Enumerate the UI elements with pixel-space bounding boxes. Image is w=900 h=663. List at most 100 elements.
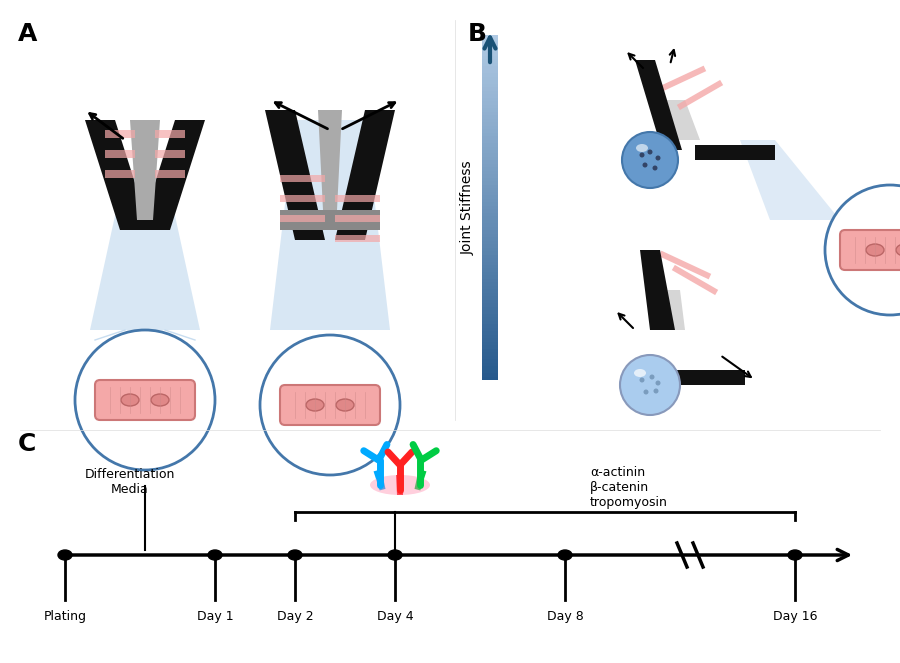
Text: B: B: [468, 22, 487, 46]
Circle shape: [655, 156, 661, 160]
Circle shape: [260, 335, 400, 475]
Polygon shape: [482, 247, 498, 251]
Circle shape: [650, 375, 654, 379]
Polygon shape: [85, 120, 150, 230]
Polygon shape: [660, 290, 685, 330]
Ellipse shape: [336, 399, 354, 411]
Circle shape: [644, 389, 649, 394]
Polygon shape: [318, 110, 342, 230]
Polygon shape: [482, 52, 498, 56]
Polygon shape: [482, 345, 498, 349]
Circle shape: [640, 377, 644, 383]
Text: Day 2: Day 2: [276, 610, 313, 623]
Polygon shape: [482, 272, 498, 275]
Polygon shape: [482, 279, 498, 282]
Polygon shape: [482, 237, 498, 241]
Polygon shape: [482, 108, 498, 111]
Polygon shape: [635, 60, 682, 150]
Polygon shape: [482, 56, 498, 60]
Ellipse shape: [896, 244, 900, 256]
Polygon shape: [374, 469, 385, 491]
Text: C: C: [18, 432, 36, 456]
Circle shape: [825, 185, 900, 315]
Polygon shape: [105, 170, 135, 178]
Polygon shape: [482, 332, 498, 335]
Polygon shape: [482, 251, 498, 255]
Polygon shape: [482, 192, 498, 196]
Polygon shape: [482, 196, 498, 199]
Polygon shape: [482, 216, 498, 219]
Polygon shape: [155, 130, 185, 138]
Polygon shape: [482, 188, 498, 192]
Polygon shape: [482, 300, 498, 304]
Polygon shape: [695, 145, 775, 160]
Text: Differentiation
Media: Differentiation Media: [85, 468, 176, 496]
Polygon shape: [482, 219, 498, 223]
Ellipse shape: [370, 475, 430, 495]
Polygon shape: [482, 265, 498, 269]
Polygon shape: [482, 105, 498, 108]
Polygon shape: [396, 475, 404, 495]
Polygon shape: [482, 369, 498, 373]
Polygon shape: [90, 170, 200, 330]
Polygon shape: [482, 307, 498, 310]
Circle shape: [75, 330, 215, 470]
Polygon shape: [482, 269, 498, 272]
Circle shape: [655, 381, 661, 385]
Polygon shape: [482, 147, 498, 150]
Polygon shape: [482, 60, 498, 63]
Polygon shape: [482, 101, 498, 105]
Polygon shape: [482, 77, 498, 80]
Polygon shape: [482, 122, 498, 125]
Ellipse shape: [558, 550, 572, 560]
Polygon shape: [280, 195, 325, 202]
Polygon shape: [482, 213, 498, 216]
Polygon shape: [482, 261, 498, 265]
Polygon shape: [482, 377, 498, 380]
Polygon shape: [482, 80, 498, 84]
Polygon shape: [482, 324, 498, 328]
Polygon shape: [482, 63, 498, 66]
Polygon shape: [482, 38, 498, 42]
Ellipse shape: [866, 244, 884, 256]
FancyBboxPatch shape: [95, 380, 195, 420]
Polygon shape: [482, 338, 498, 341]
Polygon shape: [482, 111, 498, 115]
Polygon shape: [482, 227, 498, 230]
Ellipse shape: [634, 369, 646, 377]
Polygon shape: [482, 136, 498, 139]
Polygon shape: [482, 115, 498, 119]
Ellipse shape: [121, 394, 139, 406]
Circle shape: [622, 132, 678, 188]
Polygon shape: [671, 265, 718, 295]
Polygon shape: [335, 235, 380, 242]
Text: A: A: [18, 22, 38, 46]
Polygon shape: [482, 286, 498, 289]
FancyBboxPatch shape: [840, 230, 900, 270]
Polygon shape: [335, 110, 395, 240]
Polygon shape: [280, 215, 325, 222]
Polygon shape: [155, 150, 185, 158]
Polygon shape: [482, 258, 498, 261]
Polygon shape: [482, 168, 498, 171]
Polygon shape: [482, 88, 498, 91]
Ellipse shape: [306, 399, 324, 411]
Text: Joint Stiffness: Joint Stiffness: [461, 160, 475, 255]
Polygon shape: [482, 241, 498, 244]
Polygon shape: [482, 84, 498, 88]
Polygon shape: [482, 66, 498, 70]
Ellipse shape: [208, 550, 222, 560]
Circle shape: [653, 389, 659, 394]
Polygon shape: [482, 164, 498, 168]
Polygon shape: [335, 195, 380, 202]
Polygon shape: [482, 321, 498, 324]
Polygon shape: [660, 100, 700, 140]
Ellipse shape: [636, 144, 648, 152]
Polygon shape: [482, 46, 498, 49]
Polygon shape: [482, 157, 498, 160]
Polygon shape: [482, 202, 498, 206]
Polygon shape: [482, 296, 498, 300]
Text: Day 8: Day 8: [546, 610, 583, 623]
Polygon shape: [482, 74, 498, 77]
Polygon shape: [482, 318, 498, 321]
